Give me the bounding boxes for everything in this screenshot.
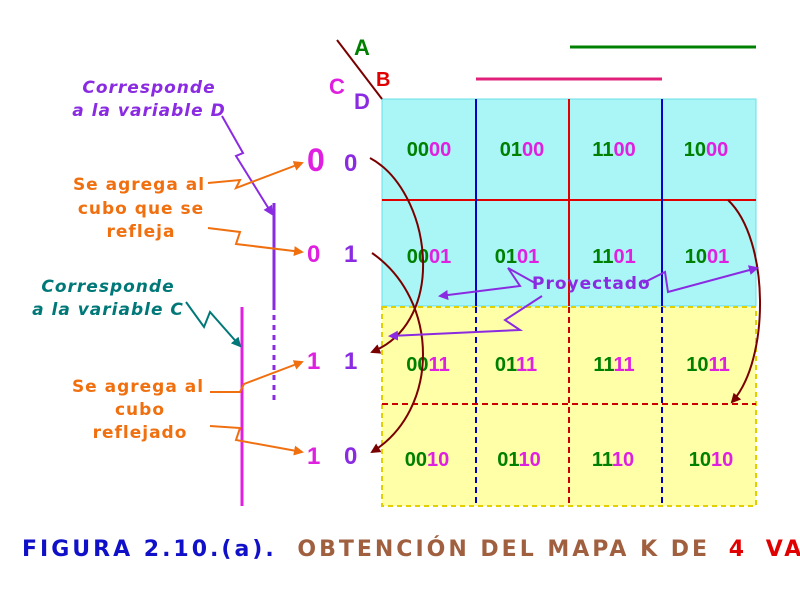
kmap-cell: 1111	[593, 354, 634, 376]
kmap-cell: 1101	[592, 246, 635, 268]
note-agrega-cubo-3: refleja	[107, 222, 176, 242]
kmap-cell: 0111	[495, 354, 537, 376]
figure-caption: FIGURA 2.10.(a). OBTENCIÓN DEL MAPA K DE…	[22, 536, 800, 562]
caption-title: OBTENCIÓN DEL MAPA K DE	[297, 536, 710, 562]
note-agrega-refl-3: reflejado	[93, 423, 188, 443]
agrega-arrow	[207, 227, 304, 257]
corner-diagonal	[336, 39, 383, 100]
kmap-cell: 0011	[406, 354, 449, 376]
row-label-c: 1	[307, 443, 320, 470]
note-var-d-line1: Corresponde	[82, 78, 215, 98]
agrega-refl-arrow	[209, 425, 304, 456]
kmap-cell: 0010	[405, 449, 450, 471]
note-var-c-line1: Corresponde	[41, 277, 174, 297]
proyectado-arrow	[642, 265, 759, 294]
var-c-arrow	[185, 301, 242, 348]
proyectado-label: Proyectado	[532, 274, 651, 294]
kmap-cell: 0100	[500, 139, 545, 161]
proyectado-arrow	[438, 267, 536, 300]
kmap-cell: 1010	[689, 449, 734, 471]
row-label-d: 1	[344, 241, 357, 268]
variable-a-label: A	[354, 35, 370, 60]
proyectado-arrow	[388, 295, 543, 341]
kmap-cell: 1001	[685, 246, 730, 268]
note-agrega-refl-2: cubo	[115, 400, 165, 420]
variable-b-label: B	[376, 69, 390, 91]
row-label-c: 0	[307, 142, 325, 178]
caption-tail: VARIABLES	[766, 537, 800, 562]
agrega-refl-arrow	[210, 360, 304, 393]
var-d-arrow	[221, 115, 274, 216]
reflection-arrow	[370, 252, 424, 454]
kmap-cell: 0110	[497, 449, 540, 471]
row-label-c: 1	[307, 348, 320, 375]
yellow-region	[381, 306, 757, 507]
variable-d-label: D	[354, 89, 370, 114]
note-agrega-refl-1: Se agrega al	[72, 377, 204, 397]
caption-number: 4	[729, 537, 747, 562]
note-agrega-cubo-2: cubo que se	[78, 199, 204, 219]
kmap-cell: 1011	[686, 354, 729, 376]
kmap-cell: 1100	[592, 139, 635, 161]
note-var-c-line2: a la variable C	[32, 300, 184, 320]
kmap-cell: 1110	[592, 449, 634, 471]
row-label-d: 1	[344, 348, 357, 375]
caption-figure: FIGURA 2.10.(a).	[22, 537, 277, 562]
variable-c-label: C	[329, 74, 345, 99]
note-agrega-cubo-1: Se agrega al	[73, 175, 205, 195]
kmap-cell: 0001	[407, 246, 452, 268]
kmap-cell: 1000	[684, 139, 729, 161]
row-label-d: 0	[344, 443, 357, 470]
kmap-cell: 0000	[407, 139, 452, 161]
kmap-cell: 0101	[495, 246, 540, 268]
row-label-c: 0	[307, 241, 320, 268]
note-var-d-line2: a la variable D	[72, 101, 225, 121]
row-label-d: 0	[344, 150, 357, 177]
kmap-cells: 0000 0100 1100 1000 0001 0101 1101 1001 …	[405, 139, 734, 471]
agrega-arrow	[207, 161, 304, 190]
reflection-arrow	[727, 199, 761, 404]
